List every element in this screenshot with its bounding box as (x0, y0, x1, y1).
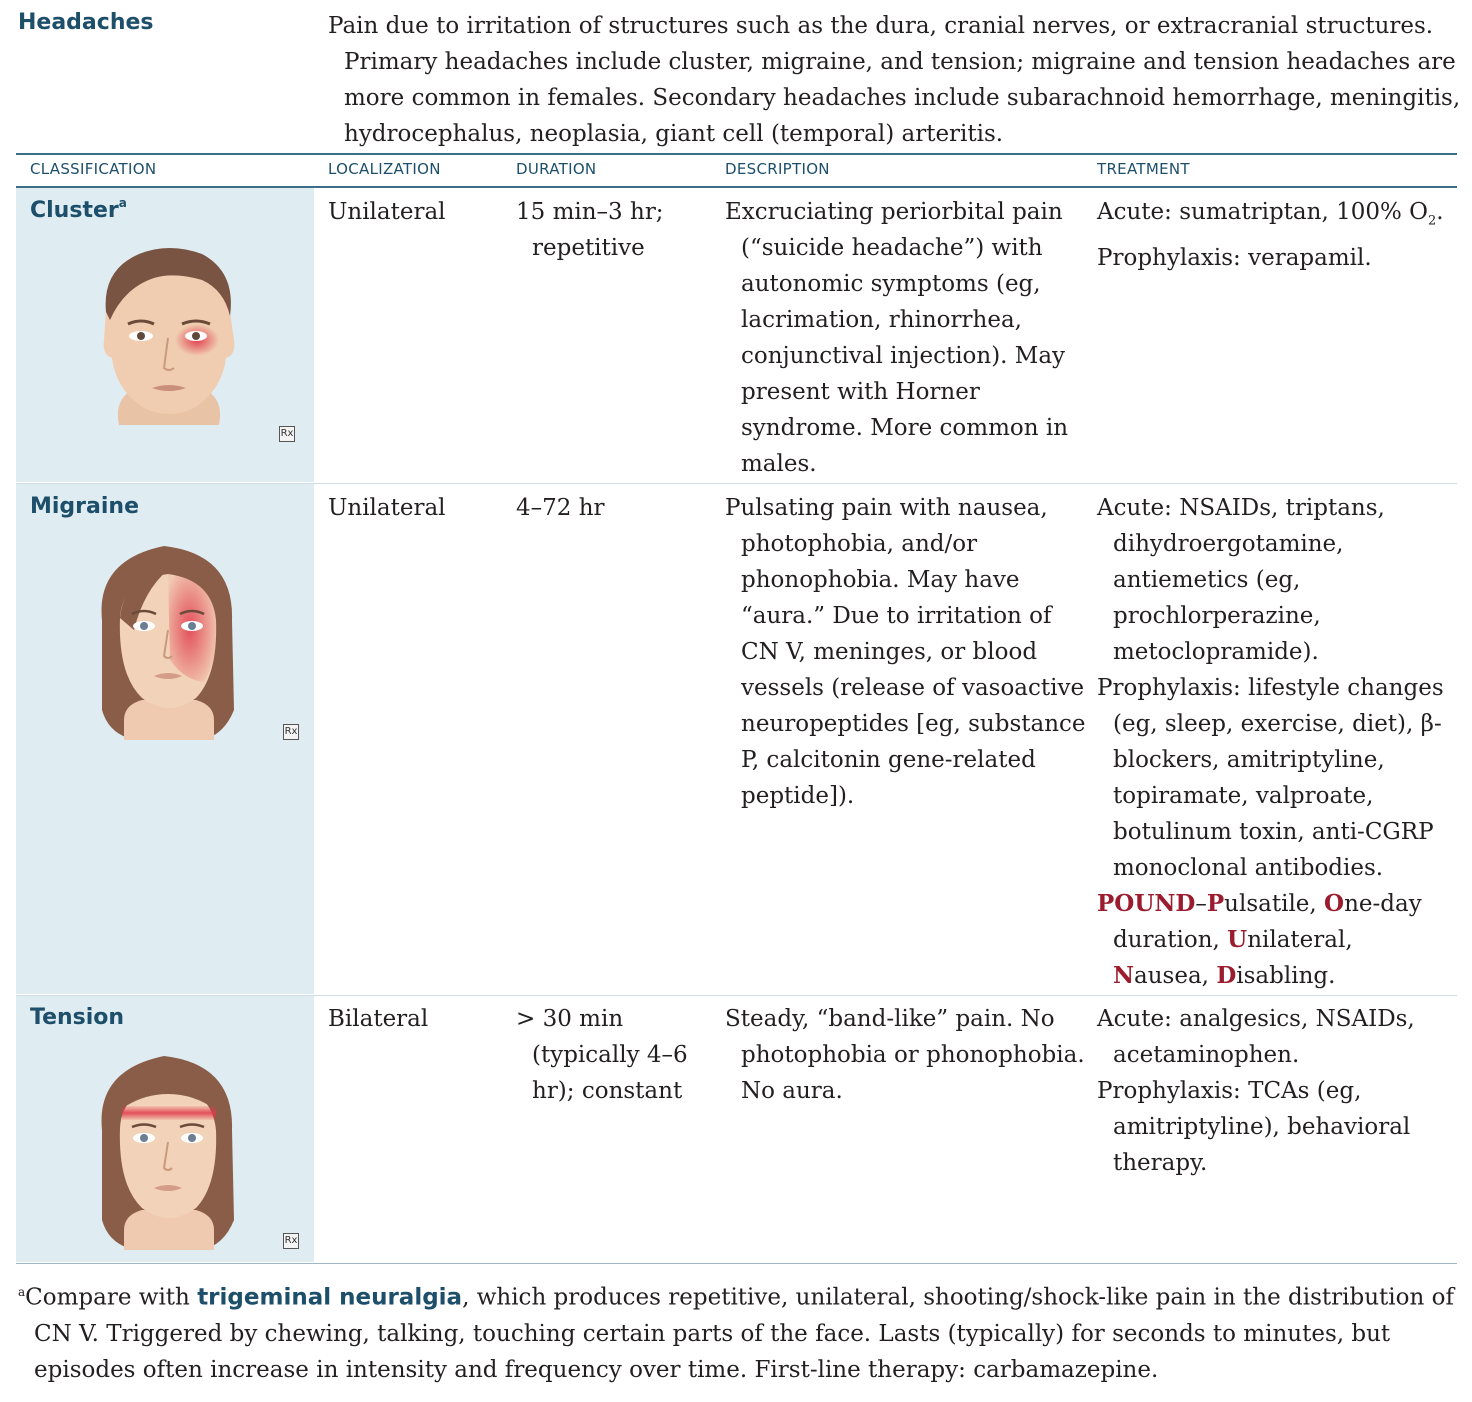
cluster-description: Excruciating periorbital pain (“suicide … (725, 199, 1069, 477)
header-rule (16, 186, 1457, 188)
footnote: aCompare with trigeminal neuralgia, whic… (18, 1284, 1454, 1383)
tension-face-illustration (101, 1056, 234, 1250)
header-description: DESCRIPTION (725, 160, 830, 178)
intro-text: Pain due to irritation of structures suc… (328, 13, 1461, 147)
cluster-localization: Unilateral (328, 199, 446, 225)
cluster-label: Clustera (30, 196, 127, 223)
bottom-rule (16, 1263, 1457, 1264)
row-divider (16, 483, 1457, 484)
rx-icon: Rx (279, 426, 295, 442)
migraine-localization: Unilateral (328, 495, 446, 521)
tension-description: Steady, “band-like” pain. No photophobia… (725, 1006, 1085, 1104)
row-divider (16, 995, 1457, 996)
tension-treatment: Acute: analgesics, NSAIDs, acetaminophen… (1097, 1006, 1415, 1176)
header-treatment: TREATMENT (1097, 160, 1190, 178)
migraine-description: Pulsating pain with nausea, photophobia,… (725, 495, 1086, 809)
migraine-face-illustration (101, 546, 234, 740)
cluster-treatment: Acute: sumatriptan, 100% O2. Prophylaxis… (1097, 199, 1444, 271)
migraine-treatment: Acute: NSAIDs, triptans, dihydroergotami… (1097, 490, 1447, 994)
top-rule (16, 153, 1457, 155)
tension-label: Tension (30, 1005, 125, 1030)
header-localization: LOCALIZATION (328, 160, 441, 178)
migraine-label: Migraine (30, 494, 140, 519)
page-title: Headaches (18, 10, 154, 35)
migraine-duration: 4–72 hr (516, 495, 605, 521)
rx-icon: Rx (283, 724, 299, 740)
header-duration: DURATION (516, 160, 597, 178)
cluster-duration: 15 min–3 hr; repetitive (516, 199, 664, 261)
rx-icon: Rx (283, 1233, 299, 1249)
header-classification: CLASSIFICATION (30, 160, 157, 178)
pound-mnemonic: POUND–Pulsatile, One-day duration, Unila… (1097, 890, 1422, 989)
tension-duration: > 30 min (typically 4–6 hr); constant (516, 1006, 688, 1104)
cluster-face-illustration (103, 248, 235, 425)
tension-localization: Bilateral (328, 1006, 429, 1032)
trigeminal-neuralgia-term: trigeminal neuralgia (197, 1284, 463, 1311)
